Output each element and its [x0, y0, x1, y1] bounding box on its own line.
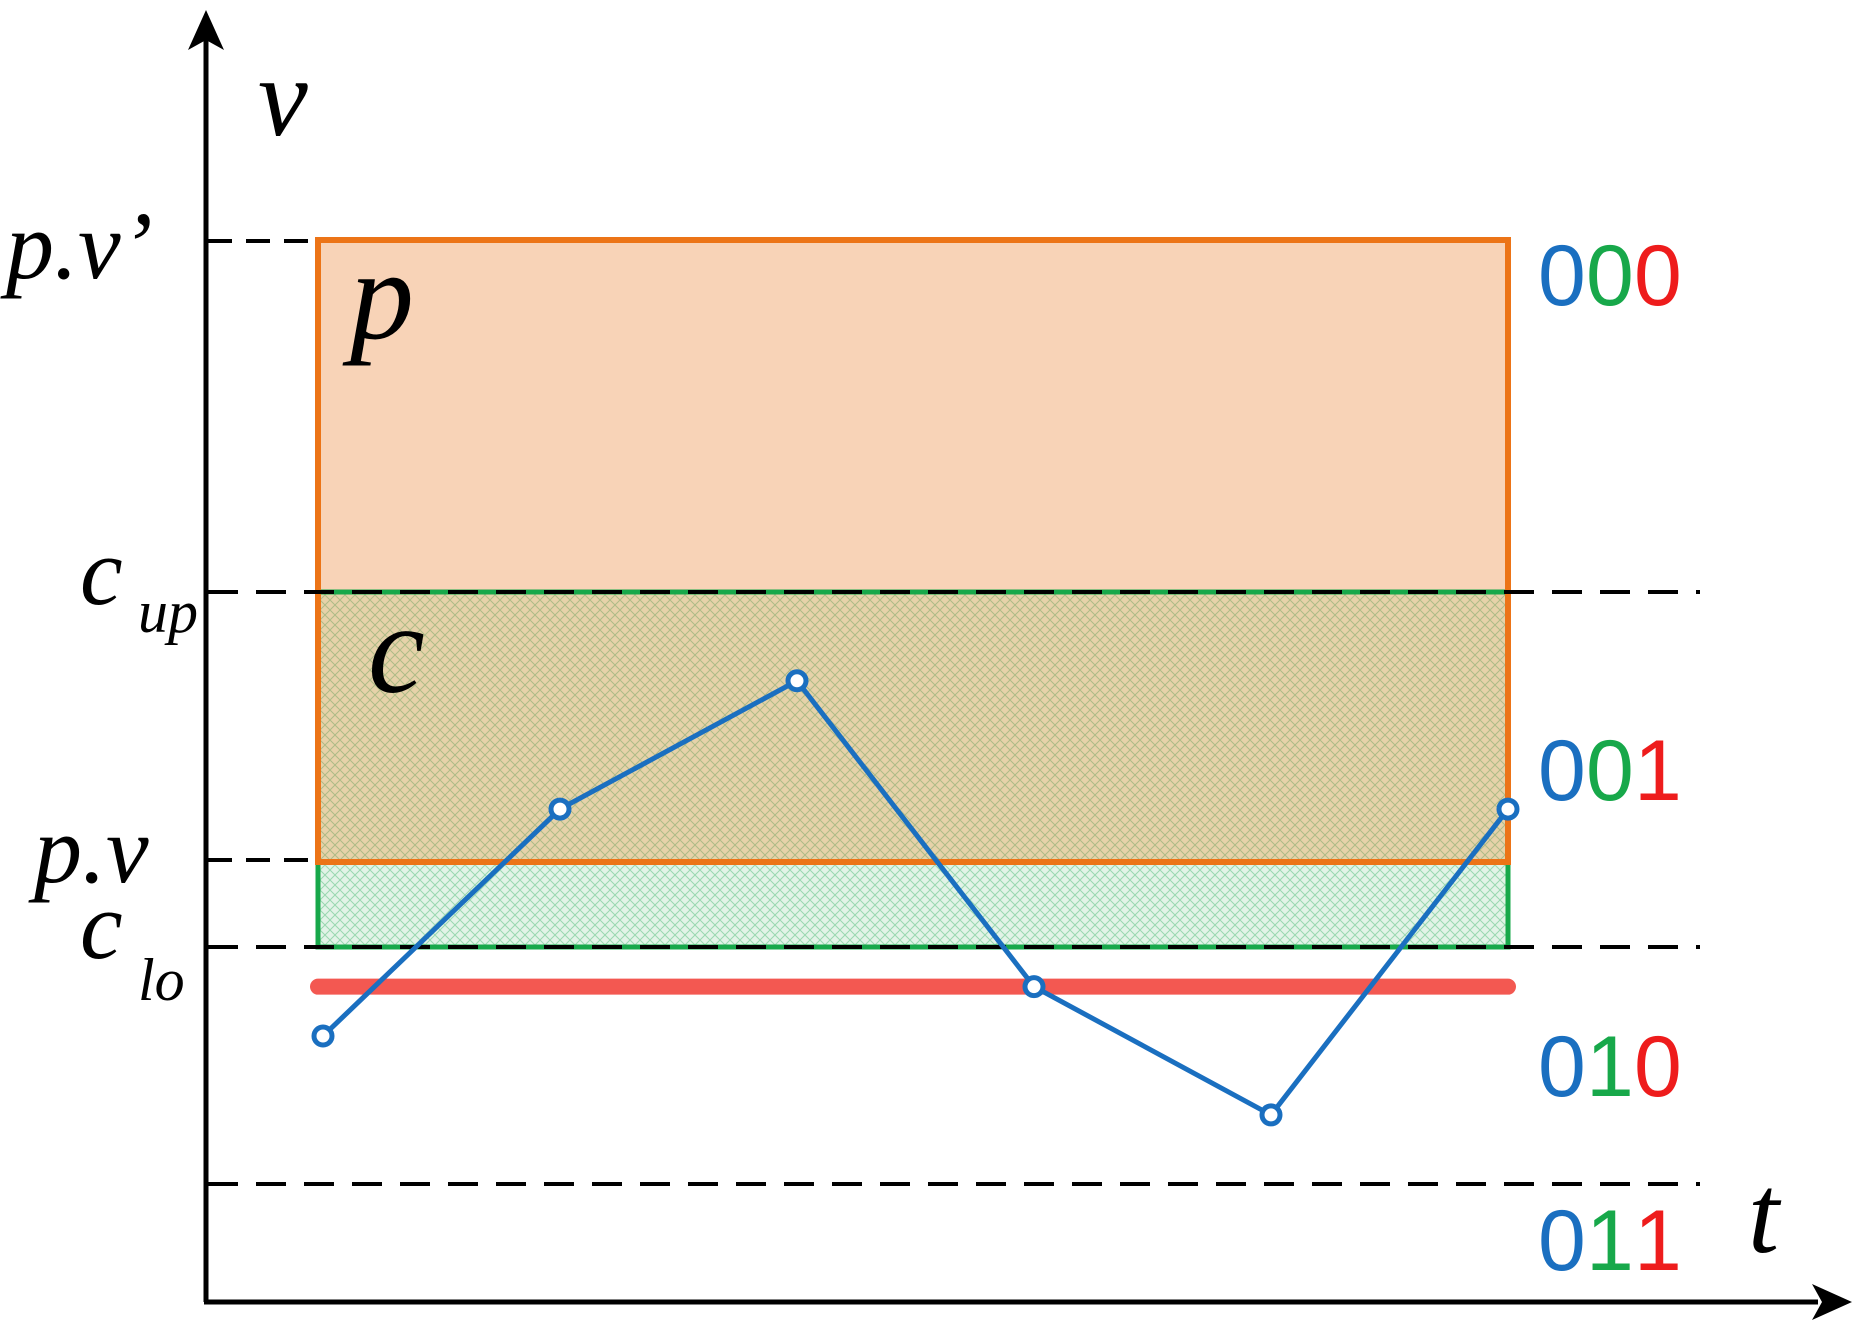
- series-point-6: [1496, 797, 1520, 821]
- region-label-p: p: [342, 224, 414, 366]
- code-010-digit-1: 0: [1538, 1019, 1586, 1115]
- code-000-digit-2: 0: [1586, 228, 1634, 324]
- label-c-up: c: [80, 518, 123, 625]
- series-point-5: [1259, 1103, 1283, 1127]
- label-c-up-subscript: up: [138, 579, 198, 645]
- code-010-digit-2: 1: [1586, 1019, 1634, 1115]
- series-point-2: [548, 797, 572, 821]
- code-001-digit-3: 1: [1634, 723, 1682, 819]
- region-p-border: [315, 237, 1511, 865]
- code-000-digit-3: 0: [1634, 228, 1682, 324]
- series-group: [311, 669, 1520, 1127]
- series-line: [321, 677, 1510, 1119]
- code-010: 0 1 0: [1538, 1019, 1682, 1115]
- series-point-3: [785, 669, 809, 693]
- label-c-lo-subscript: lo: [138, 947, 185, 1013]
- code-000: 0 0 0: [1538, 228, 1682, 324]
- label-c-lo: c: [80, 872, 123, 979]
- y-axis-label: v: [258, 36, 308, 160]
- code-001-digit-2: 0: [1586, 723, 1634, 819]
- code-000-digit-1: 0: [1538, 228, 1586, 324]
- label-p-v: p.v: [28, 796, 149, 903]
- code-001-digit-1: 0: [1538, 723, 1586, 819]
- y-axis-arrowhead: [188, 10, 224, 50]
- label-p-v-prime: p.v’: [0, 192, 153, 299]
- series-point-1: [311, 1024, 335, 1048]
- x-axis-label: t: [1748, 1153, 1782, 1277]
- code-011: 0 1 1: [1538, 1193, 1682, 1289]
- region-c-lower-hatch: [318, 862, 1508, 947]
- series-point-4: [1022, 975, 1046, 999]
- code-010-digit-3: 0: [1634, 1019, 1682, 1115]
- code-011-digit-3: 1: [1634, 1193, 1682, 1289]
- code-011-digit-2: 1: [1586, 1193, 1634, 1289]
- region-c-overlap-hatch: [318, 592, 1508, 862]
- code-011-digit-1: 0: [1538, 1193, 1586, 1289]
- region-label-c: c: [368, 578, 425, 720]
- x-axis-arrowhead: [1812, 1284, 1852, 1320]
- code-001: 0 0 1: [1538, 723, 1682, 819]
